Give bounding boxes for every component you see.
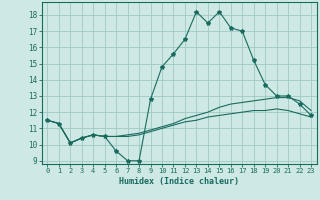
X-axis label: Humidex (Indice chaleur): Humidex (Indice chaleur) (119, 177, 239, 186)
